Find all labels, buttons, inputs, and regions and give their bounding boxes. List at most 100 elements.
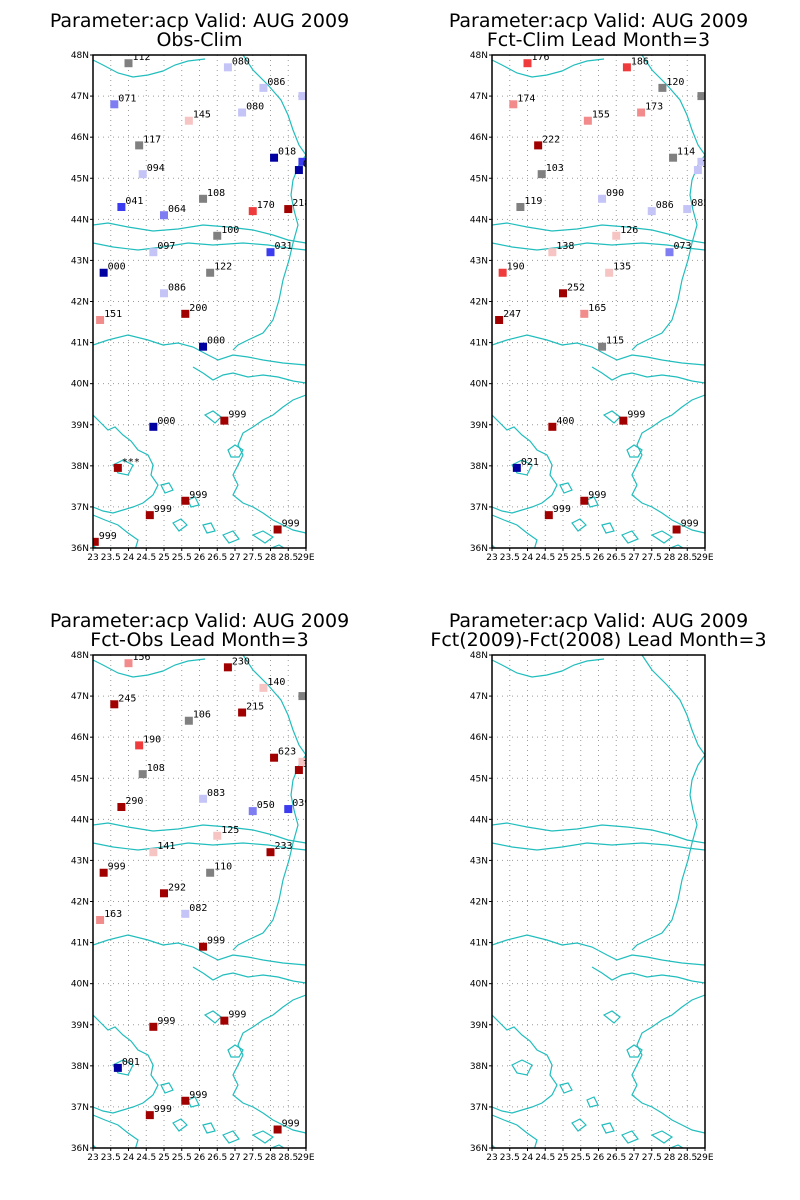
station-square [298, 757, 306, 766]
station-square [647, 207, 656, 216]
station-square [149, 248, 158, 257]
station-square [117, 203, 126, 212]
station-value-label: 108 [207, 188, 225, 199]
station-square [665, 248, 674, 257]
latitude-tick-label: 48N [71, 651, 89, 661]
station-value-label: 151 [104, 309, 122, 320]
station-value-label: 090 [606, 188, 624, 199]
station-marker: 151 [96, 309, 122, 324]
station-square [149, 1022, 158, 1031]
longitude-tick-label: 27 [628, 1153, 639, 1163]
station-value-label: 114 [677, 147, 695, 158]
station-value-label: 140 [267, 677, 285, 688]
station-square [270, 753, 279, 762]
station-marker: 190 [135, 734, 161, 750]
station-value-label: 230 [232, 656, 250, 667]
longitude-tick-label: 24 [522, 553, 534, 563]
station-value-label: 233 [275, 841, 293, 852]
station-marker: 099 [298, 92, 306, 101]
longitude-tick-label: 28 [265, 1153, 277, 1163]
latitude-tick-label: 40N [470, 980, 488, 990]
map-area [492, 655, 705, 1148]
longitude-tick-label: 29E [297, 553, 314, 563]
station-square [248, 807, 257, 816]
station-marker: 222 [534, 134, 560, 150]
station-square [523, 59, 532, 68]
latitude-tick-label: 39N [470, 1021, 488, 1031]
station-value-label: 999 [207, 936, 225, 947]
station-value-label: 071 [118, 93, 136, 104]
longitude-tick-label: 23.5 [101, 1153, 121, 1163]
station-value-label: 063 [306, 151, 324, 162]
longitude-tick-label: 27 [229, 1153, 240, 1163]
station-square [273, 1125, 282, 1134]
station-marker: 999 [580, 490, 606, 505]
latitude-tick-label: 44N [71, 815, 89, 825]
station-value-label: 170 [257, 200, 275, 211]
station-square [598, 342, 607, 351]
longitude-tick-label: 26 [194, 1153, 206, 1163]
station-square [516, 203, 525, 212]
latitude-tick-label: 45N [470, 774, 488, 784]
station-square [138, 170, 147, 179]
latitude-tick-label: 41N [71, 939, 89, 949]
panel-title: Parameter:acp Valid: AUG 2009 [449, 610, 748, 632]
station-marker: 230 [223, 656, 250, 672]
station-marker: 999 [181, 1090, 207, 1105]
station-square [160, 289, 168, 298]
station-value-label: 145 [193, 110, 211, 121]
station-value-label: 041 [125, 196, 143, 207]
station-square [669, 153, 678, 162]
latitude-tick-label: 40N [71, 380, 89, 390]
station-value-label: 200 [189, 303, 207, 314]
station-square [223, 663, 232, 672]
station-value-label: 125 [221, 825, 239, 836]
station-value-label: 064 [168, 204, 186, 215]
station-marker: *** [113, 457, 140, 472]
latitude-tick-label: 37N [470, 503, 488, 513]
station-square [220, 416, 229, 425]
latitude-tick-label: 48N [470, 51, 488, 61]
station-marker: 200 [181, 303, 207, 318]
station-square [693, 166, 702, 175]
station-square [181, 1096, 190, 1105]
station-square [544, 511, 553, 520]
station-value-label: 103 [705, 85, 723, 96]
station-marker: 999 [273, 519, 300, 534]
latitude-tick-label: 46N [470, 133, 488, 143]
station-value-label: 163 [104, 909, 122, 920]
station-square [213, 231, 222, 240]
station-marker: 252 [559, 282, 585, 298]
station-marker: 089 [697, 157, 705, 166]
longitude-tick-label: 24.5 [535, 553, 555, 563]
station-value-label: 623 [278, 747, 296, 758]
station-square [598, 194, 607, 203]
station-value-label: 292 [168, 882, 186, 893]
latitude-tick-label: 47N [71, 92, 89, 102]
station-value-label: 999 [588, 490, 606, 501]
longitude-tick-label: 29E [696, 1153, 713, 1163]
station-value-label: 086 [656, 200, 674, 211]
station-value-label: 999 [189, 1090, 207, 1101]
station-square [583, 116, 592, 125]
station-square [223, 63, 232, 72]
longitude-tick-label: 24 [123, 1153, 135, 1163]
station-square [537, 170, 546, 179]
latitude-tick-label: 45N [71, 774, 89, 784]
station-square [548, 422, 557, 431]
station-square [160, 889, 168, 898]
station-square [220, 1016, 229, 1025]
station-marker: 999 [220, 1010, 246, 1025]
station-square [298, 157, 306, 166]
station-square [99, 868, 108, 877]
station-square [512, 463, 521, 472]
latitude-tick-label: 39N [470, 421, 488, 431]
station-marker: 999 [149, 1016, 175, 1031]
station-square [612, 231, 621, 240]
station-marker: 103 [697, 85, 723, 101]
station-value-label: 103 [306, 685, 324, 696]
panel-subtitle: Fct-Clim Lead Month=3 [487, 29, 710, 51]
station-square [135, 141, 144, 150]
panel-title: Parameter:acp Valid: AUG 2009 [50, 10, 349, 32]
